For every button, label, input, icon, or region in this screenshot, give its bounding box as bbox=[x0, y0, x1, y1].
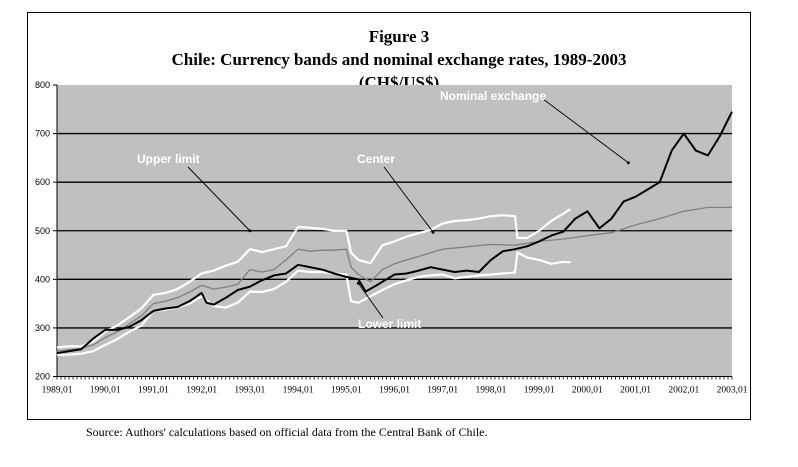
annotation-arrow-lower-limit bbox=[357, 282, 384, 319]
y-tick-label: 500 bbox=[35, 226, 50, 236]
gridlines bbox=[57, 132, 732, 329]
annotation-arrow-center bbox=[383, 166, 434, 233]
y-tick-label: 300 bbox=[35, 323, 50, 333]
y-tick-label: 200 bbox=[35, 372, 50, 382]
series-line-nominal-exchange bbox=[56, 111, 733, 355]
series-line-lower-limit bbox=[56, 251, 571, 357]
source-note: Source: Authors' calculations based on o… bbox=[86, 425, 488, 439]
chart-title: Chile: Currency bands and nominal exchan… bbox=[171, 50, 627, 69]
x-tick-label: 1989,01 bbox=[42, 386, 73, 396]
x-tick-label: 1999,01 bbox=[524, 386, 555, 396]
annotation-arrow-upper-limit bbox=[187, 166, 251, 232]
figure-label: Figure 3 bbox=[368, 27, 430, 46]
annotation-arrowhead-upper-limit bbox=[248, 229, 252, 233]
y-tick-label: 800 bbox=[35, 80, 50, 90]
x-tick-label: 1993,01 bbox=[234, 386, 265, 396]
annotations: Upper limit Center Nominal exchange Lower l… bbox=[137, 89, 630, 331]
y-tick-label: 600 bbox=[35, 177, 50, 187]
series-line-center bbox=[56, 206, 732, 352]
series-line-upper-limit bbox=[56, 207, 572, 349]
annotation-arrowhead-center bbox=[431, 230, 435, 234]
annotation-arrowhead-nominal-exchange bbox=[626, 161, 630, 165]
x-tick-label: 1997,01 bbox=[427, 386, 458, 396]
x-tick-label: 2000,01 bbox=[572, 386, 603, 396]
x-tick-label: 2002,01 bbox=[668, 386, 699, 396]
x-tick-label: 1994,01 bbox=[283, 386, 314, 396]
series-lines bbox=[56, 111, 733, 357]
annotation-arrow-nominal-exchange bbox=[542, 98, 629, 164]
x-tick-label: 1995,01 bbox=[331, 386, 362, 396]
x-tick-label: 1990,01 bbox=[90, 386, 121, 396]
annotation-label-upper-limit: Upper limit bbox=[137, 152, 200, 166]
x-tick-label: 2001,01 bbox=[620, 386, 651, 396]
annotation-arrowhead-lower-limit bbox=[356, 281, 360, 285]
x-tick-label: 2003,01 bbox=[717, 386, 748, 396]
x-tick-label: 1991,01 bbox=[138, 386, 169, 396]
x-tick-label: 1996,01 bbox=[379, 386, 410, 396]
annotation-label-nominal-exchange: Nominal exchange bbox=[440, 89, 546, 103]
axes: 200 300 400 500 600 700 800 1989,01 1990,01 1991,… bbox=[35, 80, 748, 396]
annotation-label-center: Center bbox=[357, 152, 395, 166]
y-tick-label: 400 bbox=[35, 274, 50, 284]
y-tick-label: 700 bbox=[35, 129, 50, 139]
x-tick-label: 1992,01 bbox=[186, 386, 217, 396]
x-tick-label: 1998,01 bbox=[475, 386, 506, 396]
annotation-label-lower-limit: Lower limit bbox=[358, 317, 421, 331]
